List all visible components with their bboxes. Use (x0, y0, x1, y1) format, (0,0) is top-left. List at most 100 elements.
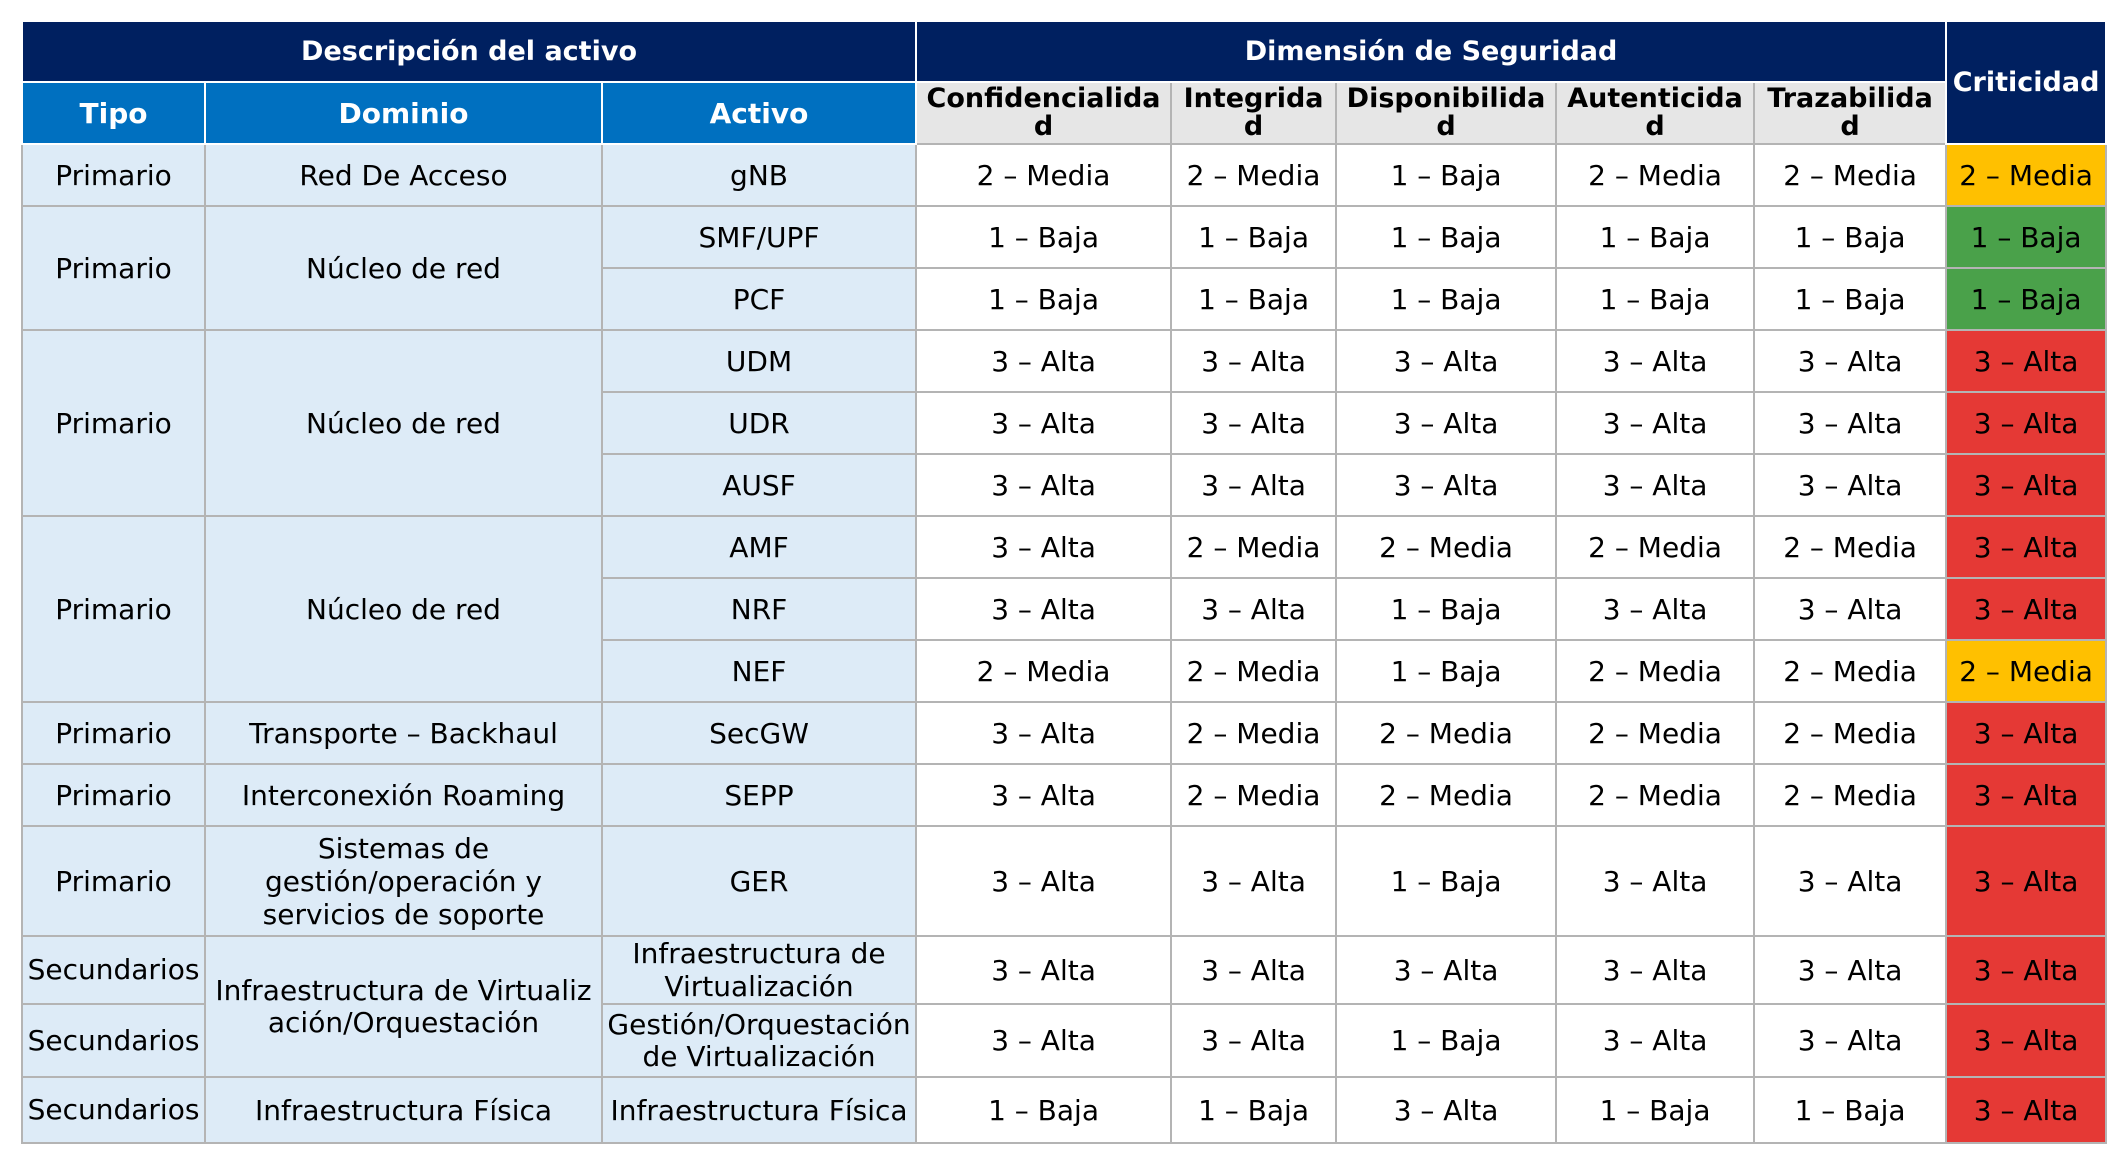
criticidad-badge: 3 – Alta (1945, 515, 2108, 579)
criticidad-badge: 3 – Alta (1945, 1076, 2108, 1144)
value-cell: 3 – Alta (915, 577, 1173, 641)
dominio-cell: Red De Acceso (204, 143, 603, 207)
value-cell: 1 – Baja (1335, 267, 1558, 331)
dominio-cell: Sistemas de gestión/operación y servicio… (204, 825, 603, 937)
table-row: Primario Núcleo de red AMF 3 – Alta 2 – … (21, 515, 2108, 703)
value-cell: 2 – Media (1555, 143, 1756, 207)
value-cell: 1 – Baja (1170, 1076, 1338, 1144)
value-cell: 1 – Baja (1335, 825, 1558, 937)
table-row: PCF 1 – Baja 1 – Baja 1 – Baja 1 – Baja … (22, 267, 2108, 331)
activo-cell: NRF (600, 577, 918, 641)
value-cell: 2 – Media (1555, 763, 1756, 827)
value-cell: 3 – Alta (1555, 453, 1756, 517)
table-row: UDR 3 – Alta 3 – Alta 3 – Alta 3 – Alta … (22, 391, 2108, 455)
value-cell: 2 – Media (1753, 515, 1948, 579)
table-row: Primario Interconexión Roaming SEPP 3 – … (21, 763, 2108, 827)
activo-cell: UDR (600, 391, 918, 455)
criticidad-badge: 3 – Alta (1945, 453, 2108, 517)
criticidad-badge: 1 – Baja (1945, 267, 2108, 331)
value-cell: 2 – Media (915, 639, 1173, 703)
value-cell: 1 – Baja (1335, 143, 1558, 207)
header-dim-autenticidad: Autenticidad (1555, 81, 1756, 145)
activo-cell: AMF (600, 515, 918, 579)
tipo-cell: Primario (21, 205, 206, 331)
activo-cell: SecGW (600, 701, 918, 765)
dominio-cell: Infraestructura de Virtualización/Orques… (204, 935, 603, 1078)
criticidad-badge: 3 – Alta (1945, 391, 2108, 455)
value-cell: 1 – Baja (1335, 577, 1558, 641)
value-cell: 3 – Alta (915, 1003, 1173, 1078)
value-cell: 1 – Baja (1555, 1076, 1756, 1144)
value-cell: 3 – Alta (1335, 935, 1558, 1005)
table-row: NRF 3 – Alta 3 – Alta 1 – Baja 3 – Alta … (22, 577, 2108, 641)
value-cell: 2 – Media (1170, 763, 1338, 827)
value-cell: 3 – Alta (1555, 329, 1756, 393)
value-cell: 3 – Alta (915, 935, 1173, 1005)
activo-cell: GER (600, 825, 918, 937)
criticidad-badge: 2 – Media (1945, 143, 2108, 207)
value-cell: 3 – Alta (915, 825, 1173, 937)
value-cell: 2 – Media (1753, 639, 1948, 703)
criticidad-badge: 3 – Alta (1945, 701, 2108, 765)
value-cell: 1 – Baja (1555, 205, 1756, 269)
table-row: Primario Núcleo de red UDM 3 – Alta 3 – … (21, 329, 2108, 517)
header-criticidad: Criticidad (1945, 20, 2108, 145)
activo-cell: PCF (600, 267, 918, 331)
value-cell: 1 – Baja (1753, 267, 1948, 331)
value-cell: 1 – Baja (915, 1076, 1173, 1144)
value-cell: 1 – Baja (1335, 205, 1558, 269)
value-cell: 1 – Baja (1335, 639, 1558, 703)
value-cell: 3 – Alta (1170, 391, 1338, 455)
value-cell: 2 – Media (1170, 515, 1338, 579)
table-row: AUSF 3 – Alta 3 – Alta 3 – Alta 3 – Alta… (22, 453, 2108, 517)
table-row: Primario Sistemas de gestión/operación y… (21, 825, 2108, 937)
value-cell: 3 – Alta (1555, 1003, 1756, 1078)
criticidad-badge: 3 – Alta (1945, 1003, 2108, 1078)
value-cell: 3 – Alta (1753, 453, 1948, 517)
value-cell: 3 – Alta (1555, 577, 1756, 641)
value-cell: 3 – Alta (1170, 453, 1338, 517)
tipo-cell: Secundarios (21, 1076, 206, 1144)
tipo-cell: Primario (21, 329, 206, 517)
value-cell: 1 – Baja (1753, 205, 1948, 269)
criticidad-badge: 1 – Baja (1945, 205, 2108, 269)
table-row: NEF 2 – Media 2 – Media 1 – Baja 2 – Med… (22, 639, 2108, 703)
value-cell: 2 – Media (1753, 143, 1948, 207)
value-cell: 3 – Alta (915, 515, 1173, 579)
value-cell: 3 – Alta (1753, 391, 1948, 455)
criticidad-badge: 3 – Alta (1945, 329, 2108, 393)
header-asset-description: Descripción del activo (20, 20, 918, 83)
activo-cell: Gestión/Orquestación de Virtualización (600, 1003, 918, 1078)
value-cell: 3 – Alta (1753, 935, 1948, 1005)
activo-cell: SEPP (600, 763, 918, 827)
value-cell: 3 – Alta (1753, 1003, 1948, 1078)
table-row: Secundarios Gestión/Orquestación de Virt… (21, 1003, 2108, 1078)
criticidad-badge: 3 – Alta (1945, 825, 2108, 937)
criticidad-badge: 3 – Alta (1945, 577, 2108, 641)
activo-cell: NEF (600, 639, 918, 703)
activo-cell: AUSF (600, 453, 918, 517)
value-cell: 3 – Alta (915, 763, 1173, 827)
activo-cell: gNB (600, 143, 918, 207)
activo-cell: UDM (600, 329, 918, 393)
tipo-cell: Secundarios (21, 935, 206, 1005)
value-cell: 3 – Alta (1335, 453, 1558, 517)
dominio-cell: Transporte – Backhaul (204, 701, 603, 765)
value-cell: 3 – Alta (1170, 825, 1338, 937)
dominio-cell: Núcleo de red (204, 205, 603, 331)
value-cell: 3 – Alta (915, 391, 1173, 455)
tipo-cell: Primario (21, 515, 206, 703)
value-cell: 3 – Alta (1555, 935, 1756, 1005)
value-cell: 2 – Media (1335, 515, 1558, 579)
value-cell: 3 – Alta (1753, 825, 1948, 937)
value-cell: 3 – Alta (1170, 935, 1338, 1005)
value-cell: 3 – Alta (1753, 577, 1948, 641)
value-cell: 1 – Baja (915, 205, 1173, 269)
value-cell: 2 – Media (1753, 763, 1948, 827)
header-security-dimension: Dimensión de Seguridad (915, 20, 1948, 83)
value-cell: 1 – Baja (1555, 267, 1756, 331)
header-dim-trazabilidad: Trazabilidad (1753, 81, 1948, 145)
value-cell: 3 – Alta (1555, 391, 1756, 455)
value-cell: 3 – Alta (1335, 391, 1558, 455)
activo-cell: Infraestructura Física (600, 1076, 918, 1144)
